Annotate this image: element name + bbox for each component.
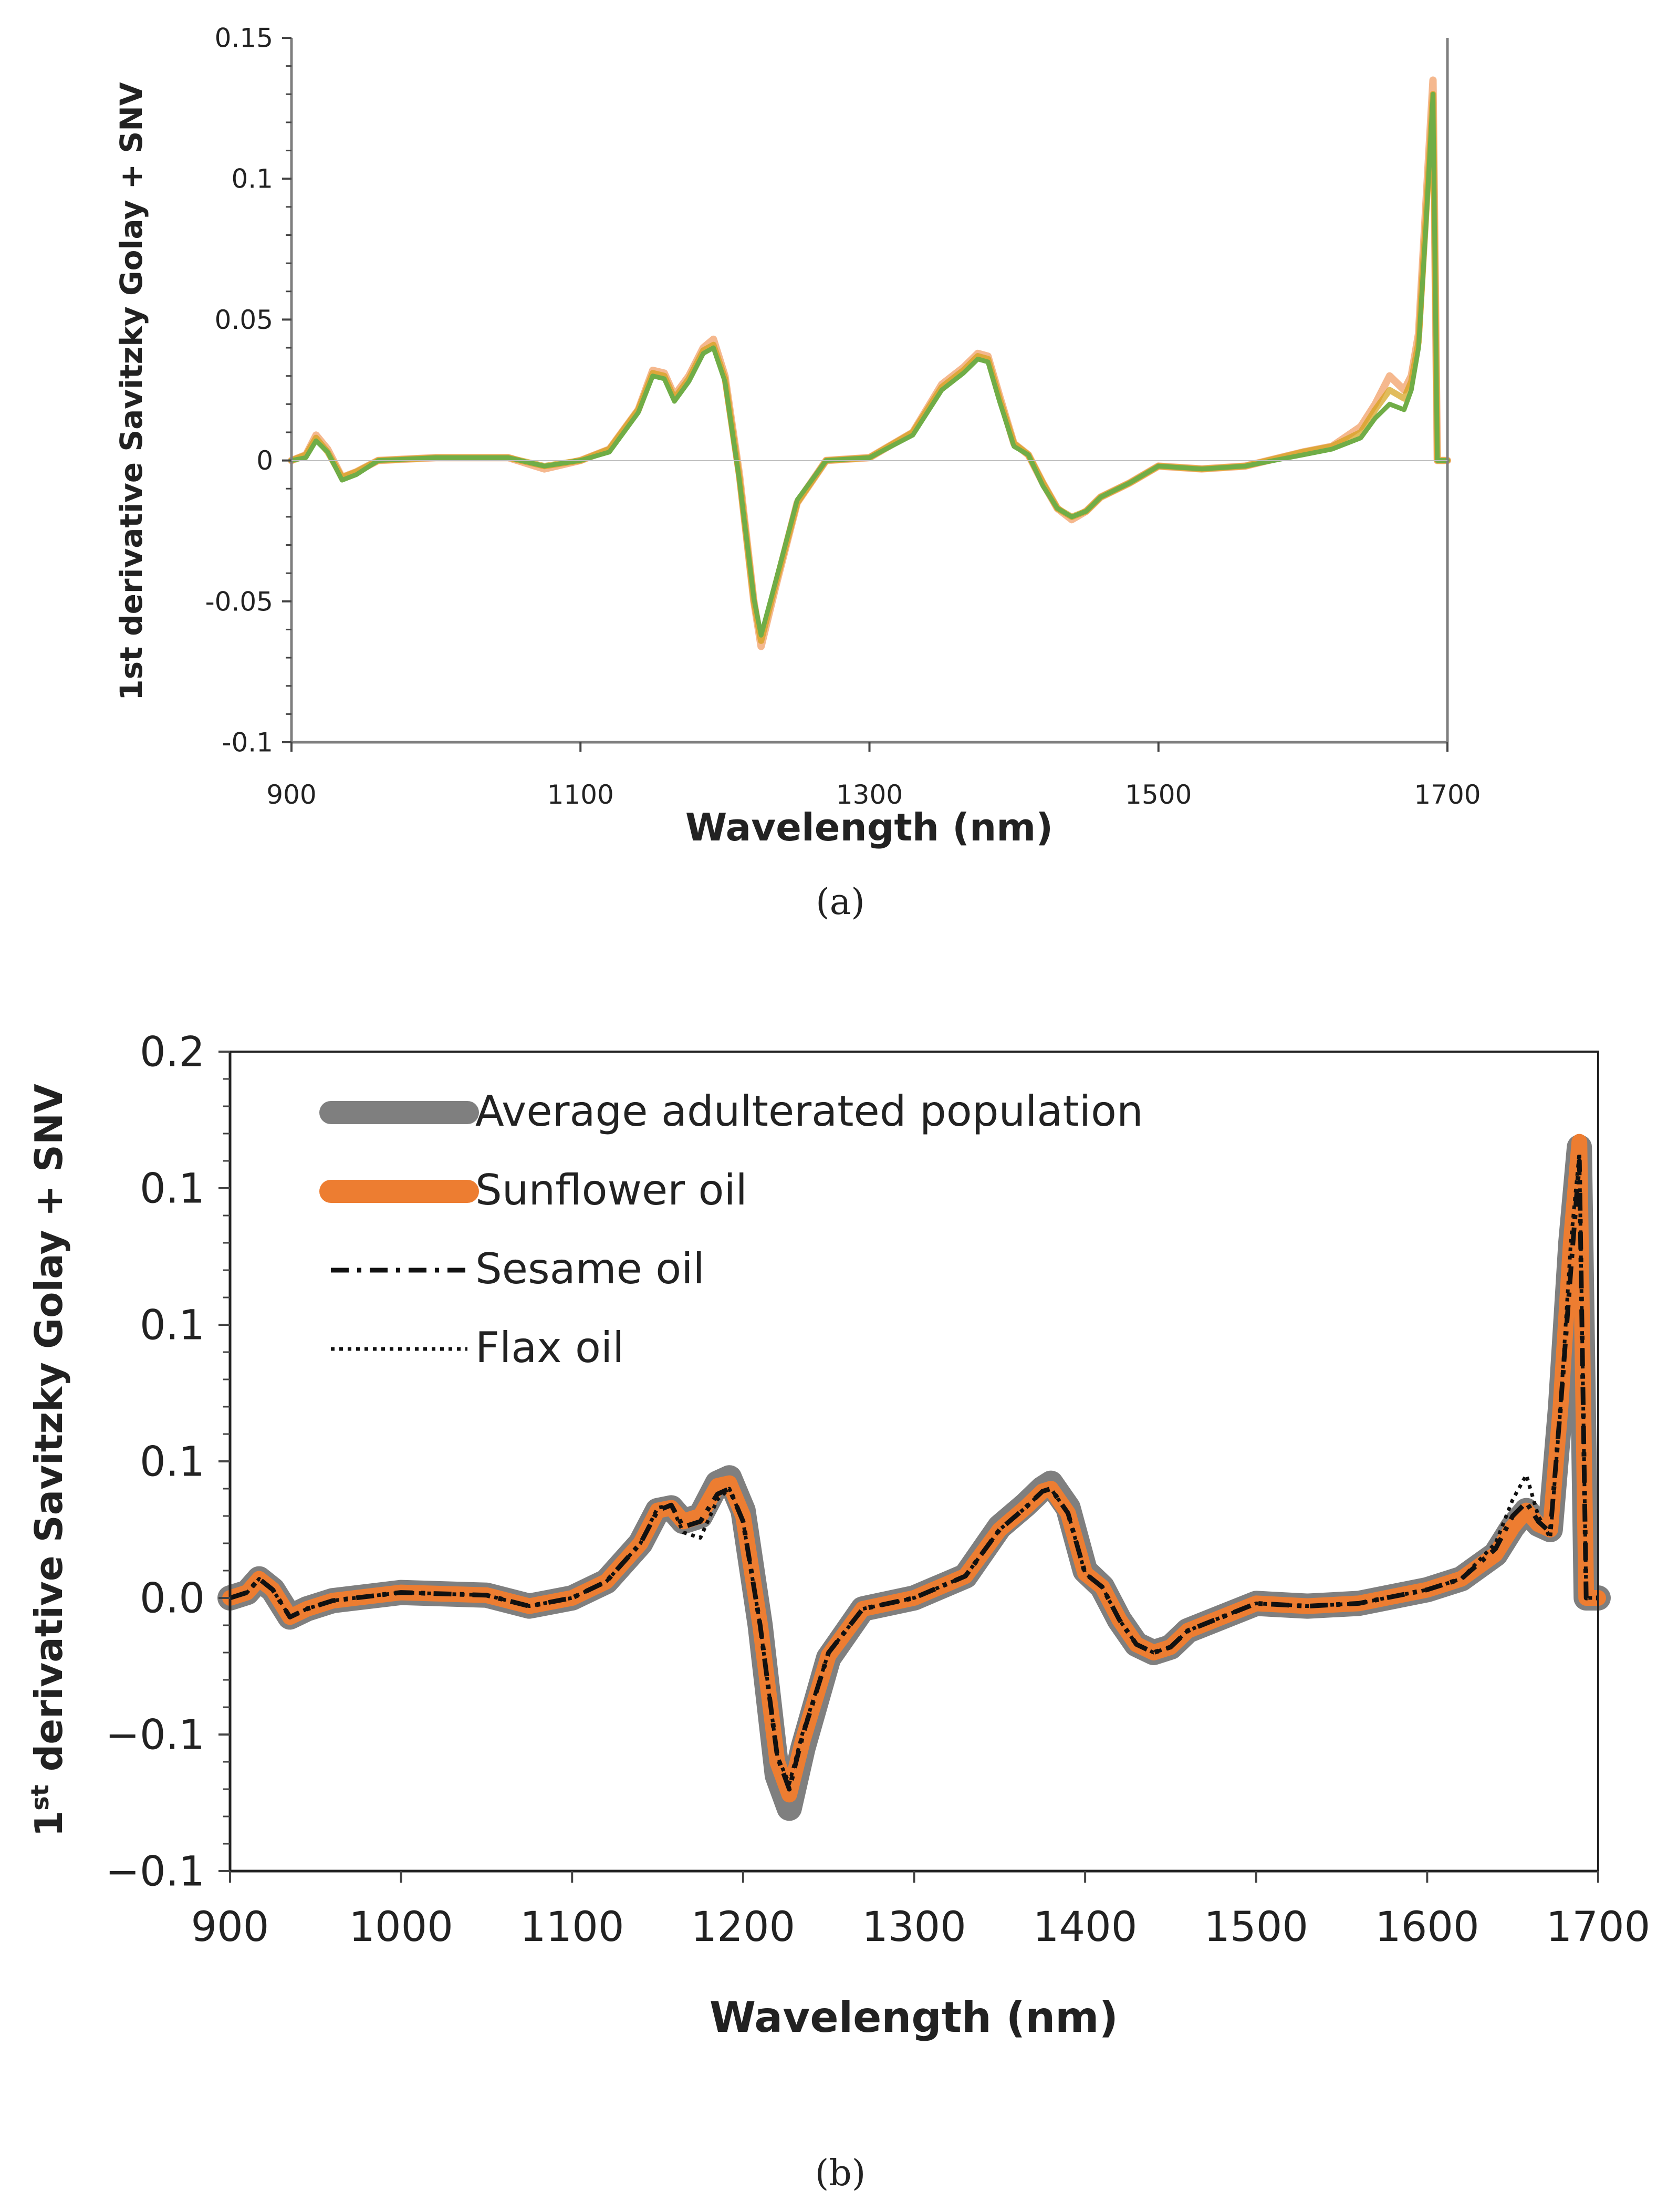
chart-b-panel-label: (b)	[815, 2153, 866, 2194]
chart-b-x-ticks: 900 1000 1100 1200 1300 1400 1500 1600 1700	[191, 1871, 1651, 1951]
chart-a-xlabel: Wavelength (nm)	[685, 805, 1053, 849]
chart-b-series-2	[229, 1158, 1598, 1792]
chart-b-frame	[229, 1051, 1599, 1872]
chart-b-series-1	[222, 1134, 1606, 1803]
chart-a-ytick-label: 0.1	[231, 164, 273, 194]
chart-b-ylabel-superscript: st	[26, 1784, 54, 1810]
chart-b-xtick-label: 1300	[862, 1904, 966, 1951]
chart-b-ytick-label: −0.1	[106, 1711, 205, 1759]
chart-a-x-ticks: 900 1100 1300 1500 1700	[266, 742, 1481, 810]
chart-a-xtick-label: 1300	[836, 780, 903, 810]
chart-b-ytick-label: 0.1	[140, 1165, 205, 1212]
legend-item-flax: Flax oil	[331, 1323, 624, 1372]
chart-b-legend: Average adulterated population Sunflower…	[319, 1087, 1143, 1372]
chart-a-panel-label: (a)	[816, 881, 865, 923]
legend-item-average: Average adulterated population	[319, 1087, 1143, 1136]
chart-b-xtick-label: 1000	[349, 1904, 453, 1951]
chart-b-ytick-label: 0.0	[140, 1575, 205, 1622]
chart-b-xlabel: Wavelength (nm)	[710, 1993, 1118, 2042]
chart-a-ytick-label: -0.05	[205, 586, 273, 617]
legend-label-sesame: Sesame oil	[475, 1244, 705, 1293]
legend-label-flax: Flax oil	[475, 1323, 624, 1372]
chart-b-xtick-label: 1700	[1546, 1904, 1651, 1951]
chart-b-ylabel-base: 1	[27, 1811, 71, 1837]
chart-b: −0.1 −0.1 0.0 0.1 0.1 0.1 0.2 900 1000 1100 1200 1…	[26, 1029, 1650, 2194]
chart-b-ylabel: 1st derivative Savitzky Golay + SNV	[26, 1084, 71, 1837]
chart-b-ytick-label: 0.2	[140, 1029, 205, 1076]
chart-a-ytick-label: 0.15	[215, 23, 273, 54]
chart-b-series-group	[217, 1134, 1611, 1821]
chart-b-xtick-label: 1500	[1204, 1904, 1308, 1951]
chart-a-series-group	[288, 76, 1451, 650]
chart-b-xtick-label: 1600	[1375, 1904, 1479, 1951]
chart-b-ytick-label: −0.1	[106, 1848, 205, 1895]
chart-b-xtick-label: 900	[191, 1904, 269, 1951]
chart-b-xtick-label: 1100	[520, 1904, 624, 1951]
chart-a-ytick-label: -0.1	[222, 728, 273, 758]
chart-a-background	[0, 0, 1678, 946]
legend-item-sunflower: Sunflower oil	[319, 1166, 747, 1214]
chart-a-ylabel: 1st derivative Savitzky Golay + SNV	[113, 82, 149, 700]
chart-a-xtick-label: 900	[266, 780, 316, 810]
chart-a-xtick-label: 1100	[547, 780, 614, 810]
chart-a-ytick-label: 0	[256, 445, 273, 476]
chart-b-series-3	[229, 1150, 1598, 1786]
chart-a: -0.1 -0.05 0 0.05 0.1 0.15 900 1100 1300 1500 170…	[0, 0, 1678, 946]
chart-b-y-minor-ticks	[223, 1078, 230, 1845]
legend-label-sunflower: Sunflower oil	[475, 1166, 747, 1214]
legend-label-average: Average adulterated population	[475, 1087, 1143, 1136]
legend-item-sesame: Sesame oil	[331, 1244, 705, 1293]
chart-b-ytick-label: 0.1	[140, 1302, 205, 1349]
chart-b-xtick-label: 1200	[691, 1904, 796, 1951]
chart-a-xtick-label: 1500	[1125, 780, 1192, 810]
chart-b-ytick-label: 0.1	[140, 1438, 205, 1486]
chart-b-xtick-label: 1400	[1033, 1904, 1138, 1951]
chart-b-series-0	[217, 1135, 1611, 1821]
chart-a-xtick-label: 1700	[1414, 780, 1481, 810]
chart-b-y-ticks: −0.1 −0.1 0.0 0.1 0.1 0.1 0.2	[106, 1029, 230, 1895]
chart-a-y-minor-ticks	[286, 65, 291, 715]
chart-a-y-ticks: -0.1 -0.05 0 0.05 0.1 0.15	[205, 23, 291, 758]
chart-a-series-2	[289, 91, 1450, 638]
chart-b-ylabel-rest: derivative Savitzky Golay + SNV	[27, 1084, 71, 1784]
chart-a-ytick-label: 0.05	[215, 305, 273, 335]
